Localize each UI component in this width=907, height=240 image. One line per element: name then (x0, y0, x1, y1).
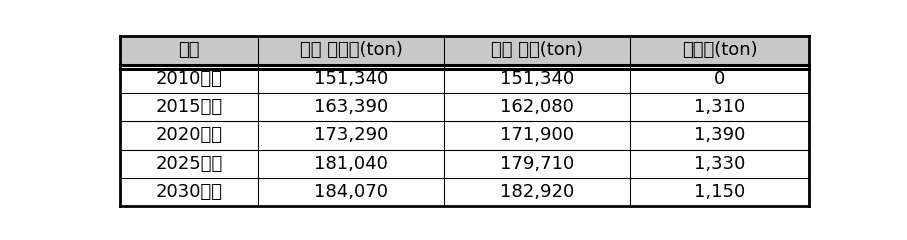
Text: 163,390: 163,390 (314, 98, 388, 116)
Bar (258, 36, 444, 65)
Text: 1,330: 1,330 (694, 155, 746, 173)
Bar (444, 178, 630, 206)
Bar (258, 93, 444, 121)
Text: 179,710: 179,710 (500, 155, 574, 173)
Bar (444, 36, 630, 65)
Bar (444, 150, 630, 178)
Text: 181,040: 181,040 (314, 155, 388, 173)
Text: 171,900: 171,900 (500, 126, 574, 144)
Text: 173,290: 173,290 (314, 126, 388, 144)
Bar (630, 36, 809, 65)
Bar (630, 121, 809, 150)
Bar (630, 93, 809, 121)
Bar (121, 93, 258, 121)
Text: 162,080: 162,080 (501, 98, 574, 116)
Bar (444, 65, 630, 93)
Text: 182,920: 182,920 (500, 183, 574, 201)
Bar (630, 150, 809, 178)
Text: 2010년도: 2010년도 (156, 70, 223, 88)
Text: 184,070: 184,070 (314, 183, 388, 201)
Text: 151,340: 151,340 (500, 70, 574, 88)
Bar (258, 150, 444, 178)
Text: 2020년도: 2020년도 (156, 126, 223, 144)
Bar (121, 36, 258, 65)
Text: 2030년도: 2030년도 (156, 183, 223, 201)
Text: 151,340: 151,340 (314, 70, 388, 88)
Bar (121, 65, 258, 93)
Text: 1,150: 1,150 (694, 183, 746, 201)
Text: 1,310: 1,310 (694, 98, 746, 116)
Text: 0: 0 (714, 70, 726, 88)
Text: 2025년도: 2025년도 (156, 155, 223, 173)
Bar (121, 150, 258, 178)
Text: 저감량(ton): 저감량(ton) (682, 41, 757, 59)
Bar (258, 121, 444, 150)
Bar (121, 178, 258, 206)
Bar (121, 121, 258, 150)
Bar (258, 178, 444, 206)
Text: 정책 적용(ton): 정책 적용(ton) (491, 41, 583, 59)
Bar (444, 121, 630, 150)
Text: 기준 배출량(ton): 기준 배출량(ton) (299, 41, 403, 59)
Text: 2015년도: 2015년도 (156, 98, 223, 116)
Text: 구분: 구분 (179, 41, 200, 59)
Bar (444, 93, 630, 121)
Bar (258, 65, 444, 93)
Bar (630, 178, 809, 206)
Text: 1,390: 1,390 (694, 126, 746, 144)
Bar (630, 65, 809, 93)
